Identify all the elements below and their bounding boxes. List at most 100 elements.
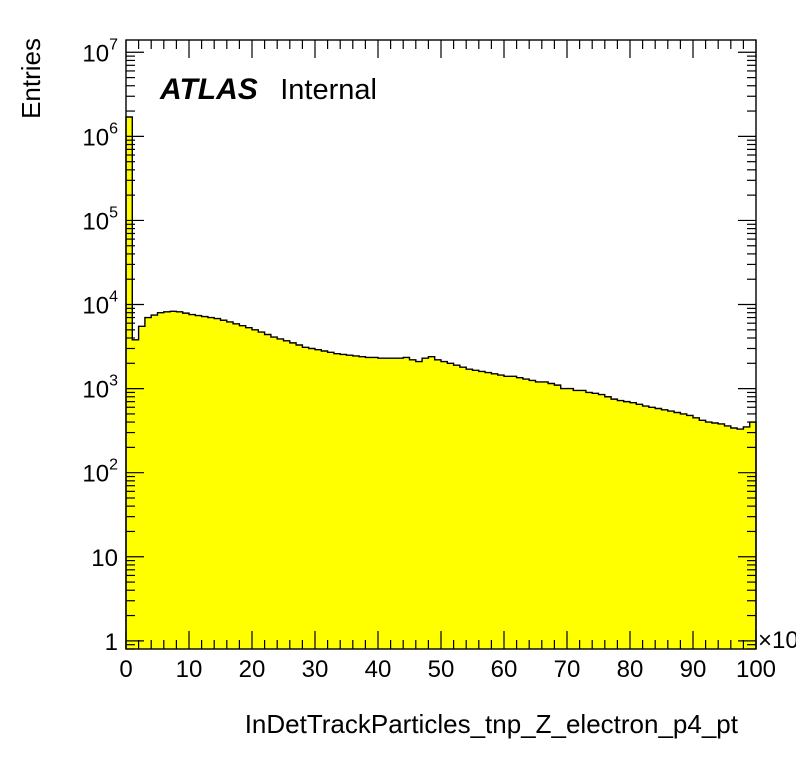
histogram-bin [485, 372, 492, 649]
histogram-bin [333, 353, 341, 649]
histogram-bin [327, 352, 335, 649]
y-tick-label: 104 [82, 289, 118, 320]
x-multiplier-label: ×10 [758, 627, 796, 654]
histogram-bin [711, 422, 719, 649]
histogram-bin [592, 393, 599, 649]
histogram-bin [170, 311, 177, 649]
histogram-bin [598, 394, 606, 649]
histogram-bin [138, 326, 146, 649]
histogram-bin [428, 356, 436, 649]
histogram-bin [409, 359, 417, 649]
histogram-bin [252, 329, 259, 649]
histogram-bin [283, 340, 291, 649]
histogram-bin [730, 428, 738, 649]
histogram-bin [214, 318, 221, 649]
y-tick-label: 103 [82, 373, 118, 404]
histogram-bin [315, 349, 322, 649]
histogram-bin [611, 399, 618, 649]
histogram-bin [151, 315, 158, 649]
histogram-bin [359, 356, 366, 649]
histogram-bin [390, 358, 398, 649]
histogram-bin [743, 426, 751, 649]
histogram-bin [667, 411, 675, 649]
histogram-bin [321, 351, 328, 649]
histogram-bin [674, 412, 681, 649]
histogram-bin [623, 401, 631, 649]
histogram-bin [573, 390, 580, 649]
histogram-bin [346, 355, 354, 649]
histogram-bin [478, 371, 486, 649]
histogram-bin [189, 314, 196, 649]
x-tick-label: 40 [365, 656, 392, 683]
histogram-bin [472, 370, 480, 649]
histogram-bin [157, 312, 165, 649]
histogram-bin [579, 390, 587, 649]
histogram-bin [567, 388, 574, 649]
histogram-bin [459, 367, 467, 649]
histogram-bin [491, 373, 499, 649]
histogram-bin [604, 396, 612, 649]
histogram-outline [125, 116, 757, 649]
histogram-bin [239, 325, 247, 649]
y-axis-title: Entries [16, 38, 46, 119]
histogram-bin [144, 317, 152, 649]
y-tick-label: 1 [105, 629, 118, 656]
histogram-bin [554, 385, 562, 649]
histogram-bin [504, 376, 511, 649]
histogram-bin [705, 422, 713, 649]
histogram-bin [277, 338, 284, 649]
x-tick-label: 30 [302, 656, 329, 683]
histogram-bin [132, 339, 139, 649]
histogram-bin [693, 417, 700, 649]
histogram-bin [680, 413, 688, 649]
histogram-bin [264, 334, 272, 649]
histogram-bin [718, 423, 725, 649]
histogram-bin [648, 407, 656, 649]
histogram-bin [453, 365, 461, 649]
histogram-bin [447, 363, 454, 649]
atlas-label: ATLAS Internal [159, 73, 377, 106]
x-tick-label: 60 [491, 656, 518, 683]
histogram-bin [617, 400, 625, 649]
histogram-bin [296, 345, 303, 649]
y-tick-labels: 1 10 102 103 104 105 106 107 [82, 36, 118, 656]
histogram-bin [434, 359, 442, 649]
histogram-bin [466, 369, 473, 649]
histogram-bin [548, 383, 555, 649]
histogram-bin [258, 332, 265, 649]
x-tick-label: 70 [554, 656, 581, 683]
histogram-bin [384, 358, 391, 649]
y-tick-label: 10 [91, 545, 118, 572]
histogram-bin [516, 377, 524, 649]
histogram-bin [422, 358, 429, 649]
histogram-bin [201, 316, 209, 649]
histogram-bin [378, 358, 385, 649]
x-tick-label: 50 [428, 656, 455, 683]
histogram-bin [522, 379, 530, 649]
histogram-bin [176, 311, 184, 649]
histogram-bin [661, 409, 669, 649]
y-tick-label: 105 [82, 204, 118, 235]
histogram-bin [415, 361, 423, 649]
y-tick-label: 102 [82, 457, 118, 488]
histogram-bin [686, 415, 694, 649]
histogram-bin [655, 408, 662, 649]
histogram-bin [749, 422, 757, 649]
x-tick-label: 80 [617, 656, 644, 683]
atlas-internal-text: Internal [280, 74, 377, 106]
histogram-bars [126, 116, 757, 650]
x-tick-label: 100 [736, 656, 776, 683]
histogram-bin [126, 116, 133, 650]
histogram-bin [245, 327, 253, 649]
histogram-bin [497, 375, 505, 649]
histogram-bin [365, 357, 373, 649]
histogram-bin [724, 425, 732, 649]
histogram-bin [737, 429, 744, 649]
histogram-bin [352, 355, 360, 649]
histogram-bin [585, 392, 593, 649]
histogram-bin [403, 357, 410, 649]
histogram-bin [340, 354, 347, 649]
y-tick-label: 106 [82, 120, 118, 151]
histogram-bin [308, 348, 316, 649]
